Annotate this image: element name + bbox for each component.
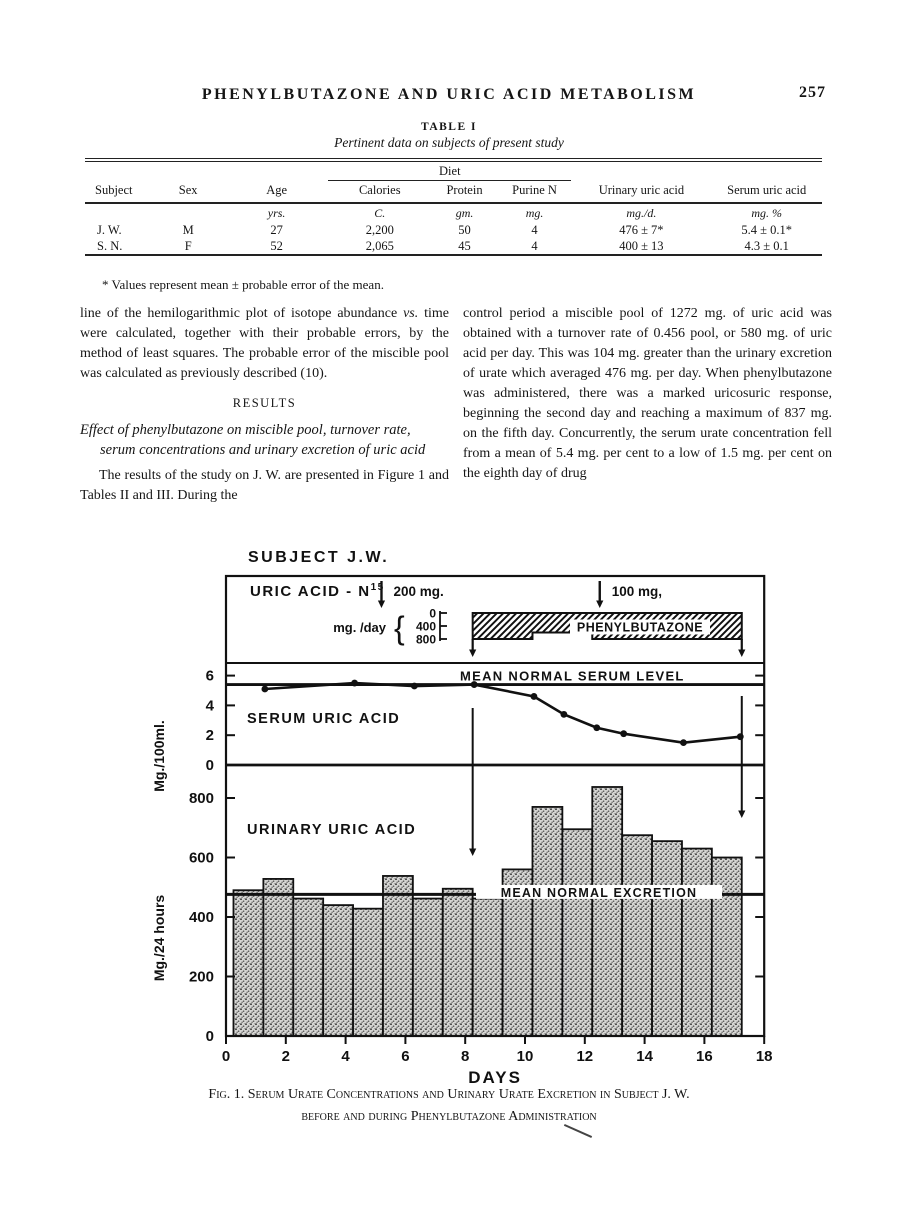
col-header-urinary-uric-acid: Urinary uric acid [598, 183, 685, 198]
serum-point-day-12.4 [593, 724, 601, 732]
urinary-bar-day-12 [561, 828, 594, 1037]
urinary-bar-day-17 [710, 856, 743, 1037]
col-header-age: Age [266, 183, 288, 198]
day-tick-6: 6 [401, 1048, 409, 1065]
col-header-protein: Protein [446, 183, 483, 198]
urinary-bar-day-16 [681, 847, 713, 1037]
dose-axis-brace: { [394, 610, 405, 646]
text-column-right: control period a miscible pool of 1272 m… [463, 304, 832, 484]
urinary-bar-day-6 [382, 875, 414, 1037]
serum-ytick-4: 4 [206, 697, 215, 714]
urinary-bar-day-4 [322, 904, 354, 1037]
phenylbutazone-label: PHENYLBUTAZONE [577, 621, 703, 635]
col-group-diet: Diet [328, 160, 572, 182]
urinary-bar-day-15 [651, 840, 683, 1037]
col-header-serum-uric-acid: Serum uric acid [727, 183, 807, 198]
urinary-ytick-600: 600 [189, 850, 214, 867]
day-tick-4: 4 [341, 1048, 350, 1065]
serum-point-day-15.3 [680, 739, 687, 747]
x-axis-label: DAYS [468, 1068, 522, 1087]
day-tick-0: 0 [222, 1048, 230, 1065]
uric-acid-n15-label: URIC ACID - N15 [250, 582, 385, 600]
serum-ytick-0: 0 [206, 757, 214, 774]
serum-ytick-6: 6 [206, 668, 214, 685]
body-paragraph: control period a miscible pool of 1272 m… [463, 306, 832, 481]
body-paragraph: The results of the study on J. W. are pr… [80, 468, 449, 503]
results-heading: RESULTS [232, 396, 297, 410]
urinary-ytick-400: 400 [189, 909, 214, 926]
day-tick-2: 2 [282, 1048, 290, 1065]
urinary-bar-day-2 [262, 878, 295, 1037]
urinary-bar-day-5 [352, 907, 384, 1037]
urinary-bar-day-9 [471, 897, 504, 1037]
dose-ytick-400: 400 [416, 620, 436, 634]
figure-title: SUBJECT J.W. [248, 549, 389, 566]
urinary-ytick-200: 200 [189, 969, 214, 986]
dose-ytick-0: 0 [429, 607, 436, 621]
day-tick-8: 8 [461, 1048, 469, 1065]
figure-caption: Fig. 1. Serum Urate Concentrations and U… [0, 1084, 898, 1128]
table-row: J. W. M 27 2,200 50 4 476 ± 7* 5.4 ± 0.1* [97, 222, 792, 237]
urinary-ytick-800: 800 [189, 790, 214, 807]
table-units-row: yrs. C. gm. mg. mg./d. mg. % [85, 201, 822, 222]
table-caption: Pertinent data on subjects of present st… [334, 135, 564, 150]
page-number: 257 [799, 84, 826, 101]
running-head-title: PHENYLBUTAZONE AND URIC ACID METABOLISM [201, 86, 697, 103]
col-header-sex: Sex [178, 183, 198, 198]
serum-point-day-11.3 [560, 710, 568, 718]
table-label: TABLE I [421, 121, 477, 133]
mean-normal-serum-label: MEAN NORMAL SERUM LEVEL [460, 669, 685, 684]
day-tick-18: 18 [756, 1048, 773, 1065]
day-tick-14: 14 [636, 1048, 653, 1065]
serum-point-day-6.3 [410, 682, 418, 690]
urinary-panel-label: URINARY URIC ACID [247, 822, 416, 838]
serum-point-day-8.3 [470, 681, 478, 688]
urinary-bar-day-11 [531, 806, 564, 1037]
dose-axis-label: mg. /day [333, 620, 387, 635]
urinary-bar-day-3 [292, 897, 325, 1037]
urinary-bar-day-7 [411, 897, 444, 1037]
serum-y-axis-label: Mg./100ml. [151, 720, 167, 792]
serum-point-day-10.3 [530, 693, 538, 700]
figure-1-chart: SUBJECT J.W.MEAN NORMAL EXCRETION0246020… [151, 549, 773, 1087]
day-tick-16: 16 [696, 1048, 713, 1065]
urinary-bar-day-1 [232, 889, 265, 1037]
n15-dose-label-1: 200 mg. [393, 584, 443, 599]
urinary-y-axis-label: Mg./24 hours [151, 895, 167, 982]
table-row: S. N. F 52 2,065 45 4 400 ± 13 4.3 ± 0.1 [97, 238, 789, 253]
urinary-bar-day-8 [441, 887, 474, 1037]
day-tick-10: 10 [517, 1048, 534, 1065]
body-paragraph: line of the hemilogarithmic plot of isot… [80, 306, 449, 381]
urinary-ytick-0: 0 [206, 1028, 214, 1045]
day-tick-12: 12 [576, 1048, 593, 1065]
urinary-bar-day-14 [621, 834, 653, 1037]
n15-dose-label-2: 100 mg, [612, 584, 662, 599]
serum-point-day-17.2 [736, 733, 744, 741]
serum-uric-acid-line [264, 681, 741, 744]
serum-panel-label: SERUM URIC ACID [247, 711, 400, 727]
mean-normal-excretion-label: MEAN NORMAL EXCRETION [501, 886, 698, 900]
urinary-bar-day-13 [591, 786, 624, 1037]
text-column-left: line of the hemilogarithmic plot of isot… [80, 304, 449, 506]
col-header-calories: Calories [358, 183, 401, 198]
serum-ytick-2: 2 [206, 727, 214, 744]
figure-caption-line1: Fig. 1. Serum Urate Concentrations and U… [208, 1087, 690, 1102]
serum-point-day-4.3 [351, 679, 358, 687]
serum-point-day-13.3 [620, 730, 628, 738]
figure-1: SUBJECT J.W. MEAN NORMAL EXCRETION 0 2 4 6 0 20… [130, 538, 790, 1098]
serum-point-day-1.3 [261, 685, 269, 693]
section-subheading: Effect of phenylbutazone on miscible poo… [80, 422, 426, 458]
dose-ytick-800: 800 [416, 633, 436, 647]
table-1: Subject Sex Age Diet Urinary uric acid S… [85, 158, 822, 257]
figure-caption-line2: before and during Phenylbutazone Adminis… [301, 1109, 597, 1124]
running-head: PHENYLBUTAZONE AND URIC ACID METABOLISM … [0, 84, 898, 104]
col-header-subject: Subject [95, 183, 133, 198]
table-footnote: * Values represent mean ± probable error… [102, 277, 384, 292]
col-header-purine-n: Purine N [512, 183, 557, 198]
